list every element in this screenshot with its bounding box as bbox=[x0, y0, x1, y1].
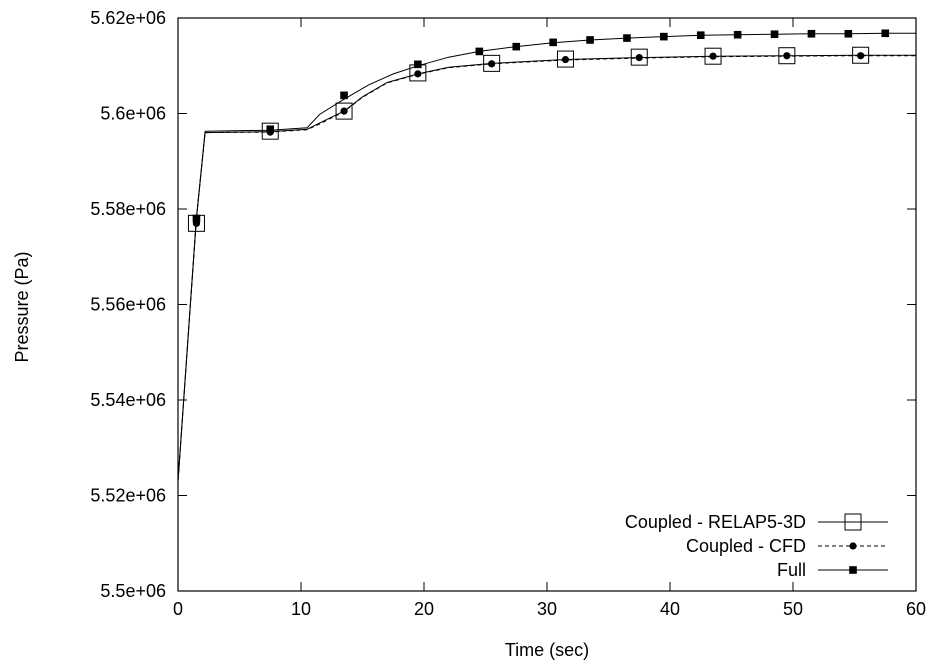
open-square-marker bbox=[844, 513, 862, 531]
filled-square-marker bbox=[475, 47, 484, 56]
filled-circle-marker bbox=[849, 542, 857, 550]
filled-square-marker bbox=[192, 214, 201, 223]
filled-square-marker bbox=[881, 29, 890, 38]
open-square-marker bbox=[630, 48, 648, 66]
x-tick-label: 40 bbox=[660, 599, 680, 619]
filled-circle-marker bbox=[635, 54, 643, 62]
filled-square-marker bbox=[844, 29, 853, 38]
series-line bbox=[177, 54, 916, 482]
filled-square-marker bbox=[414, 60, 422, 69]
filled-square-marker bbox=[266, 125, 275, 134]
filled-circle-marker bbox=[709, 52, 717, 60]
filled-square-marker bbox=[660, 32, 668, 41]
x-tick-label: 60 bbox=[906, 599, 926, 619]
filled-circle-marker bbox=[783, 52, 791, 60]
x-tick-label: 10 bbox=[291, 599, 311, 619]
series-2 bbox=[177, 52, 916, 482]
filled-square-marker bbox=[340, 91, 348, 100]
filled-square-marker bbox=[849, 566, 857, 574]
y-tick-label: 5.58e+06 bbox=[90, 199, 166, 219]
open-square-marker bbox=[704, 47, 722, 65]
legend: Coupled - RELAP5-3D Coupled - CFD Full bbox=[625, 512, 888, 580]
y-tick-label: 5.62e+06 bbox=[90, 8, 166, 28]
series-3 bbox=[177, 29, 916, 482]
x-tick-label: 50 bbox=[783, 599, 803, 619]
legend-label: Full bbox=[777, 560, 806, 580]
y-axis-label: Pressure (Pa) bbox=[12, 251, 32, 362]
open-square-marker bbox=[852, 46, 870, 64]
filled-circle-marker bbox=[414, 70, 422, 78]
filled-square-marker bbox=[696, 31, 705, 39]
y-tick-label: 5.6e+06 bbox=[100, 104, 166, 124]
filled-square-marker bbox=[512, 42, 521, 51]
filled-square-marker bbox=[733, 30, 742, 39]
x-tick-label: 20 bbox=[414, 599, 434, 619]
y-tick-label: 5.5e+06 bbox=[100, 581, 166, 601]
x-axis-label: Time (sec) bbox=[505, 640, 589, 660]
filled-square-marker bbox=[807, 29, 816, 38]
filled-square-marker bbox=[770, 30, 779, 39]
y-tick-label: 5.52e+06 bbox=[90, 486, 166, 506]
open-square-marker bbox=[335, 102, 353, 120]
legend-label: Coupled - CFD bbox=[686, 536, 806, 556]
x-tick-label: 30 bbox=[537, 599, 557, 619]
series-line bbox=[177, 32, 916, 482]
series-line bbox=[177, 55, 916, 482]
open-square-marker bbox=[556, 50, 574, 68]
filled-circle-marker bbox=[561, 55, 570, 64]
x-tick-label: 0 bbox=[173, 599, 183, 619]
plot-frame bbox=[177, 17, 917, 592]
filled-circle-marker bbox=[488, 60, 496, 68]
y-tick-label: 5.56e+06 bbox=[90, 295, 166, 315]
y-tick-label: 5.54e+06 bbox=[90, 390, 166, 410]
filled-square-marker bbox=[586, 36, 594, 44]
legend-label: Coupled - RELAP5-3D bbox=[625, 512, 806, 532]
series-1 bbox=[177, 46, 916, 482]
filled-circle-marker bbox=[340, 107, 348, 115]
filled-circle-marker bbox=[857, 52, 865, 60]
filled-square-marker bbox=[549, 38, 557, 47]
filled-square-marker bbox=[623, 34, 631, 42]
